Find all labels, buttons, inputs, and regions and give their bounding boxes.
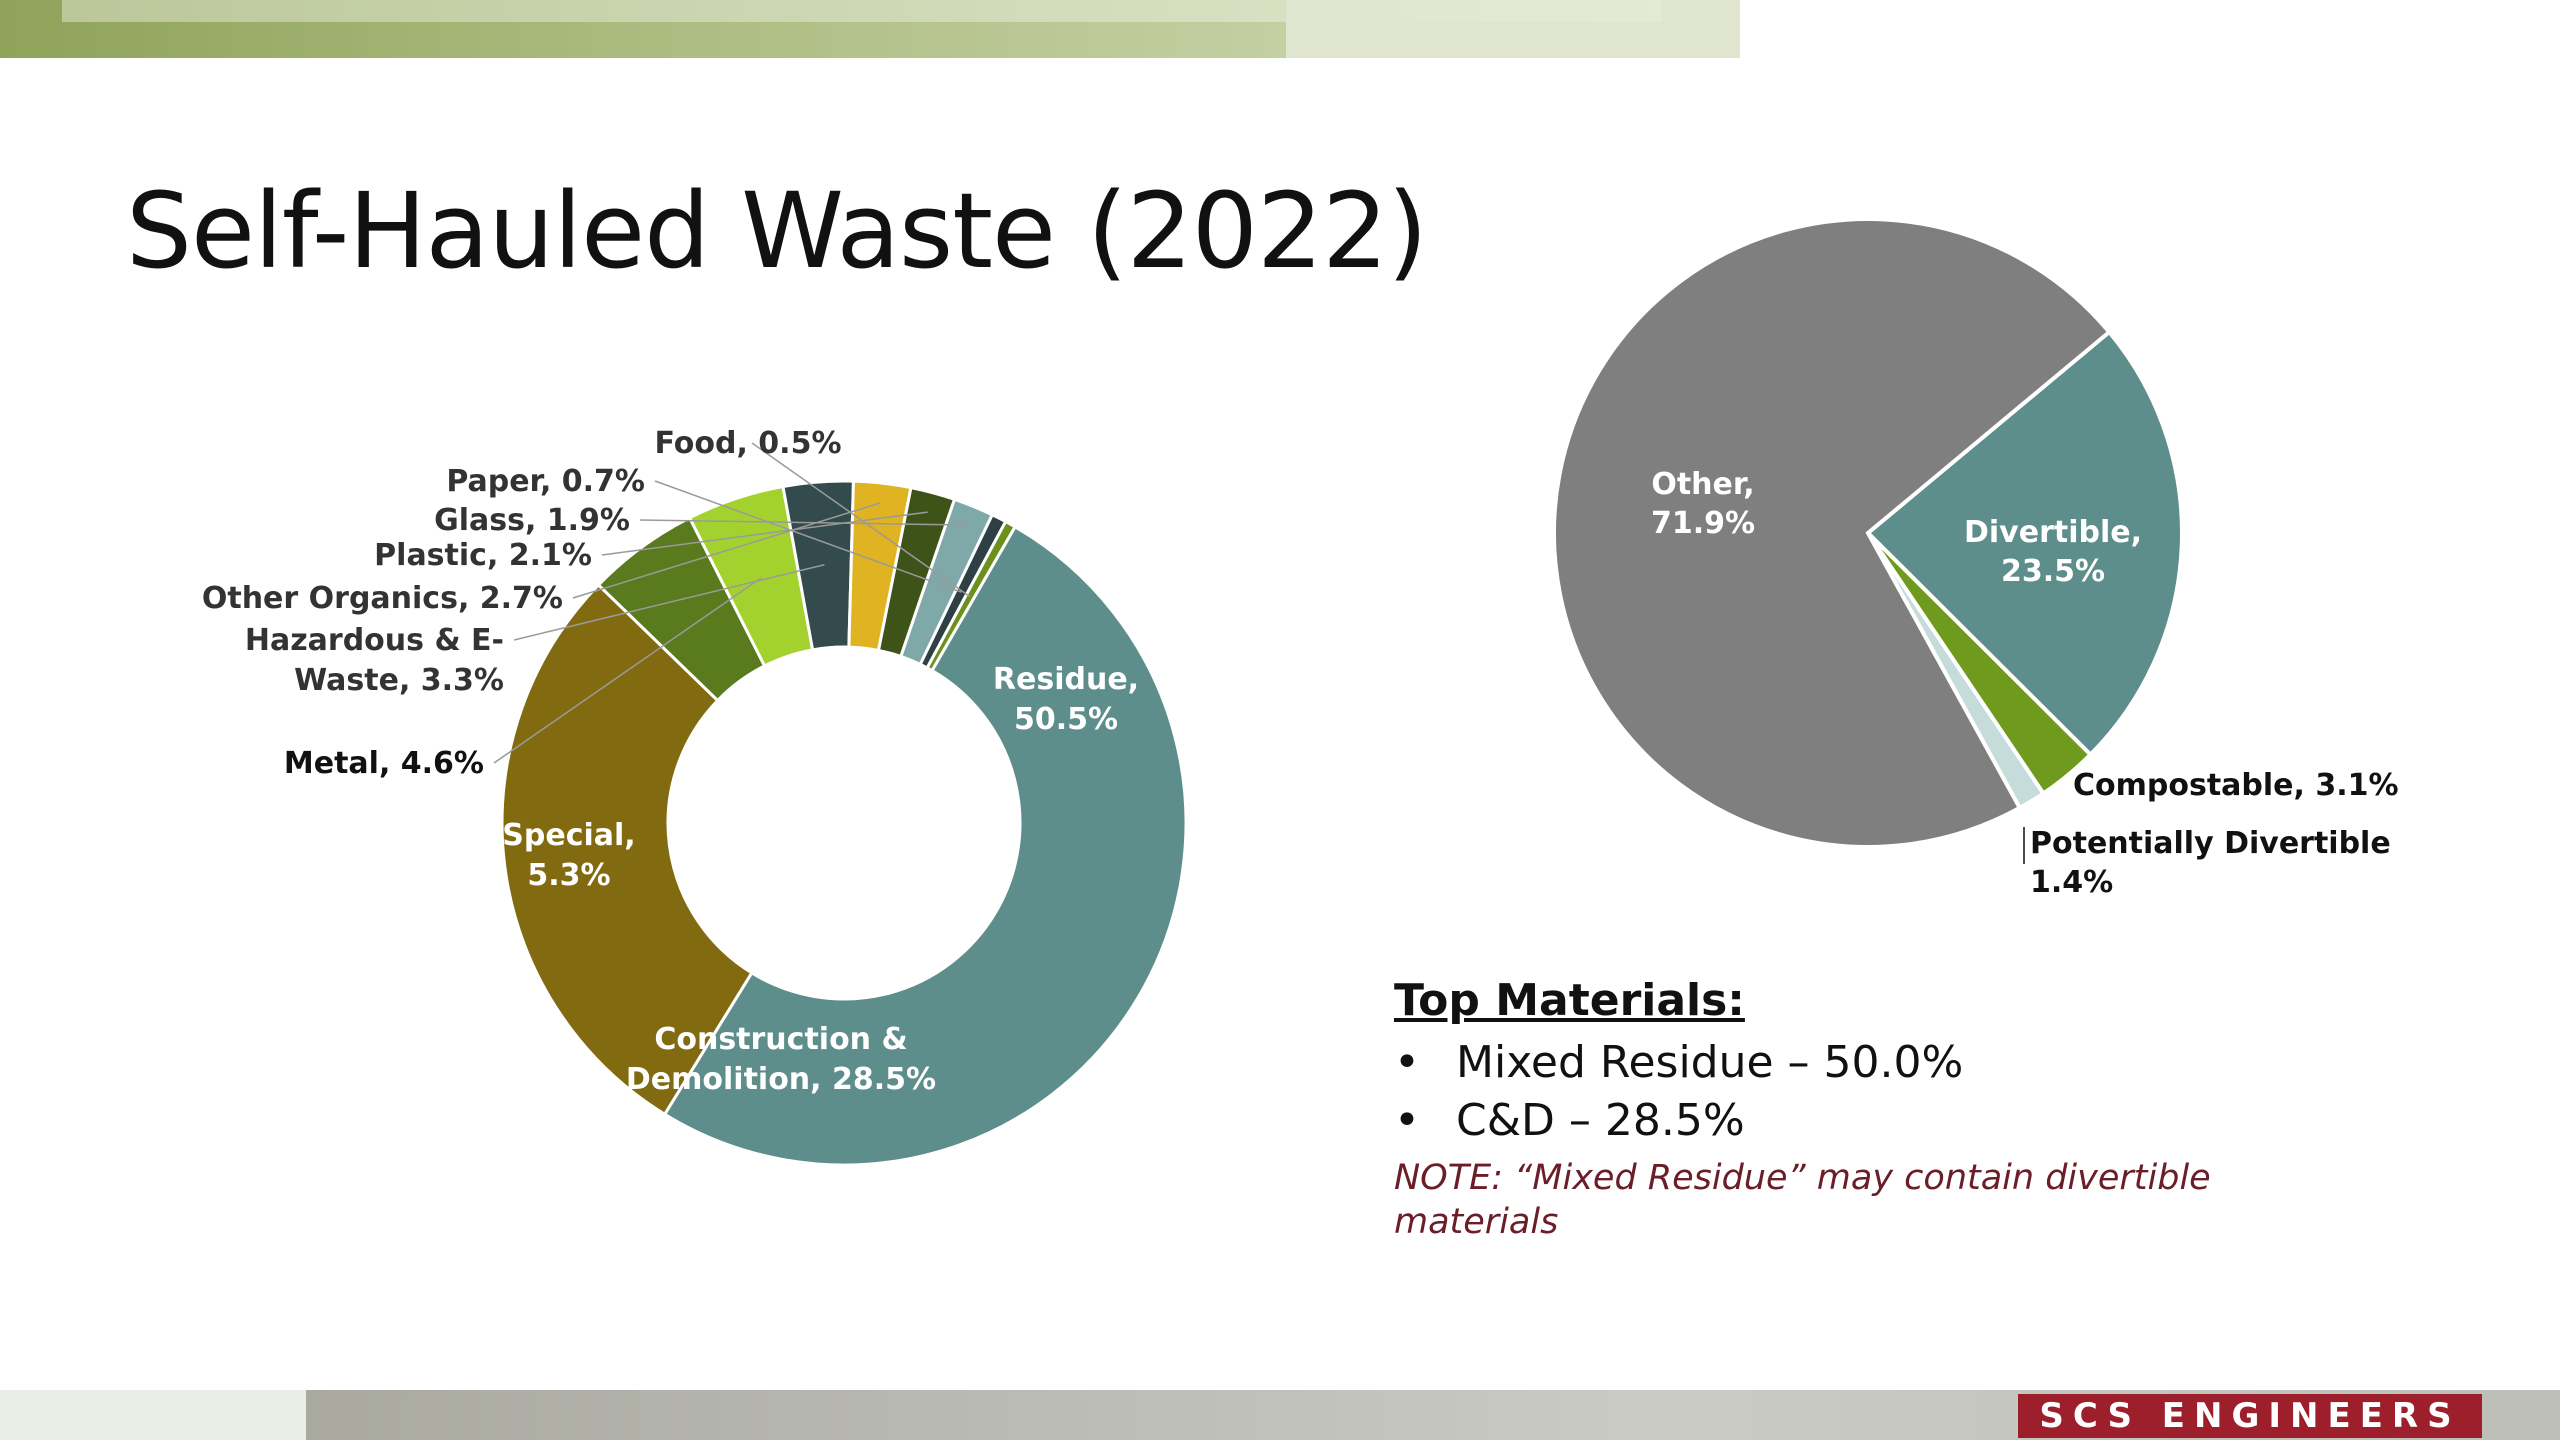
pie-label-compostable: Compostable, 3.1%: [2073, 768, 2399, 803]
top-materials-list: • Mixed Residue – 50.0% • C&D – 28.5%: [1394, 1034, 2294, 1150]
list-item: • Mixed Residue – 50.0%: [1394, 1034, 2294, 1092]
donut-slice-hazardous-e-waste: [781, 479, 856, 652]
pie-slice-divertible: [1865, 329, 2184, 758]
donut-label-food: Food, 0.5%: [654, 426, 841, 461]
donut-label-paper: Paper, 0.7%: [446, 464, 645, 499]
pie-slice-potentially-divertible: [1866, 531, 2047, 811]
slide-title: Self-Hauled Waste (2022): [126, 170, 1428, 292]
company-logo: SCS ENGINEERS: [2018, 1394, 2482, 1438]
donut-label-residue: Residue, 50.5%: [993, 662, 1139, 737]
bullet-icon: •: [1394, 1095, 1420, 1146]
leader-line-hazardous-e-waste: [513, 564, 825, 641]
donut-label-hazardous-e-waste: Hazardous & E-Waste, 3.3%: [245, 623, 504, 698]
donut-slice-special: [596, 515, 767, 703]
leader-line-glass: [639, 519, 967, 526]
pie-slices: [1552, 217, 2184, 849]
leader-line-paper: [654, 480, 962, 593]
list-item-text: C&D – 28.5%: [1456, 1095, 1745, 1146]
donut-labels: Residue, 50.5% Construction & Demolition, 2…: [202, 426, 1139, 1097]
leader-line-metal: [493, 576, 763, 764]
donut-slice-metal: [687, 484, 815, 668]
top-materials-heading: Top Materials:: [1394, 975, 1745, 1026]
donut-slices: [500, 479, 1188, 1167]
pie-slice-other: [1552, 217, 2113, 849]
donut-label-other-organics: Other Organics, 2.7%: [202, 581, 563, 616]
donut-slice-plastic: [876, 485, 957, 659]
donut-slice-construction-demolition: [500, 582, 754, 1117]
bullet-icon: •: [1394, 1037, 1420, 1088]
donut-leader-lines: [493, 442, 971, 764]
pie-label-potentially-divertible: Potentially Divertible 1.4%: [2030, 826, 2391, 900]
top-materials-box: Top Materials: • Mixed Residue – 50.0% • C…: [1394, 975, 2294, 1244]
leader-line-food: [751, 442, 971, 598]
donut-label-construction-demolition: Construction & Demolition, 28.5%: [626, 1022, 936, 1097]
donut-label-metal: Metal, 4.6%: [284, 746, 484, 781]
pie-labels: Other, 71.9% Divertible, 23.5% Compostable, …: [1651, 467, 2399, 900]
donut-slice-residue: [662, 524, 1188, 1167]
pie-label-other: Other, 71.9%: [1651, 467, 1755, 541]
donut-label-glass: Glass, 1.9%: [434, 503, 630, 538]
top-materials-note: NOTE: “Mixed Residue” may contain divert…: [1394, 1158, 2211, 1242]
list-item: • C&D – 28.5%: [1394, 1092, 2294, 1150]
list-item-text: Mixed Residue – 50.0%: [1456, 1037, 1964, 1088]
donut-slice-food: [925, 519, 1018, 673]
donut-slice-paper: [918, 512, 1008, 670]
top-decor-highlight: [62, 0, 1662, 22]
pie-label-divertible: Divertible, 23.5%: [1964, 515, 2142, 589]
leader-line-plastic: [601, 511, 928, 556]
donut-label-plastic: Plastic, 2.1%: [374, 538, 592, 573]
pie-slice-compostable: [1866, 531, 2094, 797]
donut-slice-glass: [898, 497, 995, 667]
leader-line-other-organics: [572, 502, 881, 599]
donut-slice-other-organics: [847, 479, 913, 653]
donut-label-special: Special, 5.3%: [502, 818, 635, 893]
